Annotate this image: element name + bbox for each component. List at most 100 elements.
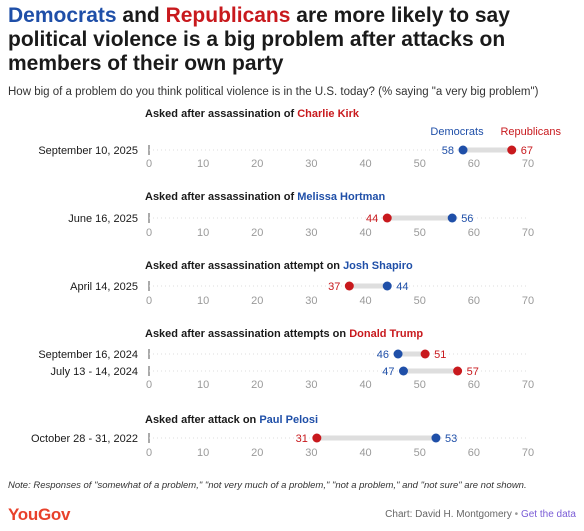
x-tick-label: 20 [251, 158, 263, 170]
democrats-value-label: 46 [377, 349, 389, 361]
chart-note: Note: Responses of "somewhat of a proble… [8, 480, 527, 491]
republicans-dot [344, 281, 354, 291]
row-date-label: September 10, 2025 [38, 145, 138, 157]
republicans-value-label: 67 [521, 145, 533, 157]
title-republicans: Republicans [165, 4, 291, 27]
democrats-value-label: 47 [382, 366, 394, 378]
democrats-value-label: 53 [445, 433, 457, 445]
republicans-dot [382, 213, 392, 223]
x-tick-label: 60 [468, 227, 480, 239]
group-heading-name: Josh Shapiro [343, 260, 413, 272]
x-tick-label: 0 [146, 295, 152, 307]
group-heading: Asked after assassination of Charlie Kir… [145, 108, 360, 120]
x-tick-label: 0 [146, 227, 152, 239]
democrats-value-label: 58 [442, 145, 454, 157]
republicans-value-label: 44 [366, 213, 378, 225]
x-tick-label: 40 [359, 227, 371, 239]
x-tick-label: 0 [146, 158, 152, 170]
republicans-dot [312, 433, 322, 443]
x-tick-label: 50 [414, 227, 426, 239]
x-tick-label: 30 [305, 295, 317, 307]
x-tick-label: 70 [522, 295, 534, 307]
credit-separator: • [511, 509, 521, 520]
credit-text: Chart: David H. Montgomery [385, 509, 512, 520]
x-tick-label: 70 [522, 447, 534, 459]
x-tick-label: 50 [414, 158, 426, 170]
democrats-dot [382, 281, 392, 291]
x-tick-label: 10 [197, 158, 209, 170]
group-heading: Asked after assassination of Melissa Hor… [145, 191, 386, 203]
group-heading: Asked after assassination attempt on Jos… [145, 260, 413, 272]
republicans-value-label: 37 [328, 281, 340, 293]
democrats-dot [458, 145, 468, 155]
chart-title: Democrats and Republicans are more likel… [8, 4, 578, 76]
x-tick-label: 30 [305, 447, 317, 459]
x-tick-label: 50 [414, 379, 426, 391]
x-tick-label: 30 [305, 227, 317, 239]
x-tick-label: 60 [468, 447, 480, 459]
democrats-dot [398, 366, 408, 376]
x-tick-label: 50 [414, 447, 426, 459]
republicans-value-label: 57 [467, 366, 479, 378]
group-heading-name: Melissa Hortman [297, 191, 385, 203]
group-heading-prefix: Asked after attack on [145, 414, 259, 426]
title-rest: are more likely to say political violenc… [8, 4, 510, 75]
x-tick-label: 0 [146, 447, 152, 459]
legend-democrats: Democrats [430, 126, 484, 138]
title-democrats: Democrats [8, 4, 117, 27]
legend-republicans: Republicans [500, 126, 561, 138]
row-date-label: June 16, 2025 [68, 213, 138, 225]
republicans-value-label: 51 [434, 349, 446, 361]
x-tick-label: 60 [468, 379, 480, 391]
x-tick-label: 10 [197, 295, 209, 307]
group-heading-prefix: Asked after assassination attempts on [145, 328, 349, 340]
democrats-dot [447, 213, 457, 223]
x-tick-label: 20 [251, 295, 263, 307]
title-and: and [116, 4, 166, 27]
x-tick-label: 40 [359, 379, 371, 391]
x-tick-label: 70 [522, 227, 534, 239]
x-tick-label: 10 [197, 227, 209, 239]
x-tick-label: 20 [251, 447, 263, 459]
x-tick-label: 60 [468, 158, 480, 170]
x-tick-label: 50 [414, 295, 426, 307]
x-tick-label: 60 [468, 295, 480, 307]
group-heading-prefix: Asked after assassination of [145, 108, 297, 120]
x-tick-label: 20 [251, 379, 263, 391]
chart-subtitle: How big of a problem do you think politi… [8, 86, 539, 98]
republicans-dot [453, 366, 463, 376]
democrats-value-label: 56 [461, 213, 473, 225]
row-date-label: October 28 - 31, 2022 [31, 433, 138, 445]
x-tick-label: 70 [522, 158, 534, 170]
row-date-label: April 14, 2025 [70, 281, 138, 293]
get-the-data-link[interactable]: Get the data [520, 509, 576, 520]
row-date-label: September 16, 2024 [38, 349, 138, 361]
republicans-dot [507, 145, 517, 155]
x-tick-label: 20 [251, 227, 263, 239]
x-tick-label: 40 [359, 447, 371, 459]
democrats-value-label: 44 [396, 281, 408, 293]
x-tick-label: 40 [359, 295, 371, 307]
x-tick-label: 30 [305, 158, 317, 170]
group-heading: Asked after assassination attempts on Do… [145, 328, 423, 340]
yougov-logo: YouGov [8, 505, 71, 524]
republicans-value-label: 31 [296, 433, 308, 445]
group-heading: Asked after attack on Paul Pelosi [145, 414, 318, 426]
x-tick-label: 10 [197, 379, 209, 391]
x-tick-label: 70 [522, 379, 534, 391]
x-tick-label: 30 [305, 379, 317, 391]
group-heading-name: Donald Trump [349, 328, 423, 340]
group-heading-prefix: Asked after assassination of [145, 191, 297, 203]
chart-credit: Chart: David H. Montgomery • Get the dat… [385, 509, 576, 520]
democrats-dot [393, 349, 403, 359]
row-date-label: July 13 - 14, 2024 [51, 366, 138, 378]
x-tick-label: 40 [359, 158, 371, 170]
democrats-dot [431, 433, 441, 443]
group-heading-name: Paul Pelosi [259, 414, 318, 426]
republicans-dot [420, 349, 430, 359]
group-heading-prefix: Asked after assassination attempt on [145, 260, 343, 272]
x-tick-label: 0 [146, 379, 152, 391]
group-heading-name: Charlie Kirk [297, 108, 360, 120]
x-tick-label: 10 [197, 447, 209, 459]
